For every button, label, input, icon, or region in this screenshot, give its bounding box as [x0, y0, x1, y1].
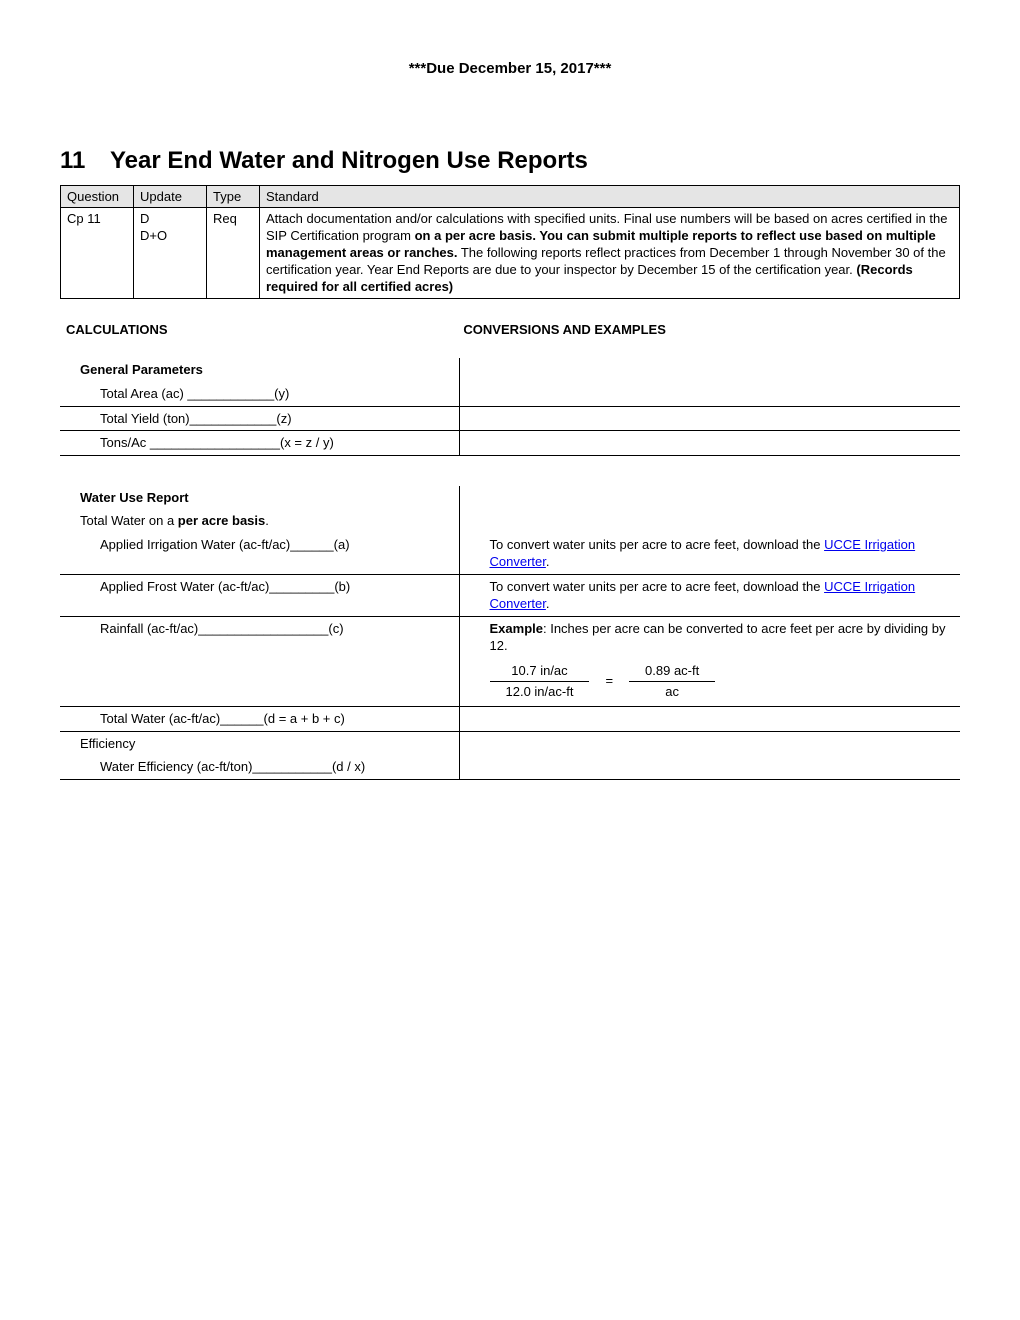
section-number: 11 [60, 147, 110, 175]
header-table-row: Cp 11 D D+O Req Attach documentation and… [61, 208, 960, 299]
header-table: Question Update Type Standard Cp 11 D D+… [60, 185, 960, 299]
calculations-heading: CALCULATIONS [60, 319, 457, 340]
general-heading-row: General Parameters [60, 358, 960, 382]
calc-header-row: CALCULATIONS CONVERSIONS AND EXAMPLES [60, 319, 960, 340]
right-total-area [459, 382, 960, 406]
row-total-area: Total Area (ac) ____________(y) [60, 382, 960, 406]
efficiency-heading-right [459, 731, 960, 755]
water-basis-row: Total Water on a per acre basis. [60, 509, 960, 533]
label-rainfall: Rainfall (ac-ft/ac)__________________(c) [60, 616, 459, 706]
row-total-water: Total Water (ac-ft/ac)______(d = a + b +… [60, 707, 960, 732]
conv-irrigation: To convert water units per acre to acre … [459, 533, 960, 575]
header-table-head: Question Update Type Standard [61, 186, 960, 208]
efficiency-heading-row: Efficiency [60, 731, 960, 755]
frac-num-left: 10.7 in/ac [490, 661, 590, 681]
row-water-efficiency: Water Efficiency (ac-ft/ton)___________(… [60, 755, 960, 779]
label-irrigation: Applied Irrigation Water (ac-ft/ac)_____… [60, 533, 459, 575]
water-basis: Total Water on a per acre basis. [60, 509, 459, 533]
right-total-water [459, 707, 960, 732]
general-heading-right [459, 358, 960, 382]
label-total-water: Total Water (ac-ft/ac)______(d = a + b +… [60, 707, 459, 732]
efficiency-heading: Efficiency [60, 731, 459, 755]
frac-eq: = [589, 661, 629, 701]
basis-bold: per acre basis [178, 513, 265, 528]
col-type: Type [207, 186, 260, 208]
label-tons-ac: Tons/Ac __________________(x = z / y) [60, 431, 459, 456]
general-parameters-table: General Parameters Total Area (ac) _____… [60, 358, 960, 455]
label-frost: Applied Frost Water (ac-ft/ac)_________(… [60, 574, 459, 616]
frac-den-right: ac [629, 681, 715, 701]
row-irrigation: Applied Irrigation Water (ac-ft/ac)_____… [60, 533, 960, 575]
right-water-efficiency [459, 755, 960, 779]
conv-irrigation-post: . [546, 554, 550, 569]
cell-update: D D+O [134, 208, 207, 299]
water-use-table: Water Use Report Total Water on a per ac… [60, 486, 960, 780]
row-frost: Applied Frost Water (ac-ft/ac)_________(… [60, 574, 960, 616]
cell-standard: Attach documentation and/or calculations… [260, 208, 960, 299]
water-heading-right [459, 486, 960, 510]
due-date: ***Due December 15, 2017*** [60, 60, 960, 77]
example-rainfall: Example: Inches per acre can be converte… [459, 616, 960, 706]
col-update: Update [134, 186, 207, 208]
water-basis-right [459, 509, 960, 533]
basis-post: . [265, 513, 269, 528]
frac-num-right: 0.89 ac-ft [629, 661, 715, 681]
row-tons-ac: Tons/Ac __________________(x = z / y) [60, 431, 960, 456]
conversions-heading: CONVERSIONS AND EXAMPLES [457, 319, 960, 340]
conversion-fraction: 10.7 in/ac = 0.89 ac-ft 12.0 in/ac-ft ac [490, 661, 716, 701]
row-total-yield: Total Yield (ton)____________(z) [60, 406, 960, 431]
section-heading: 11 Year End Water and Nitrogen Use Repor… [60, 147, 960, 175]
conv-frost: To convert water units per acre to acre … [459, 574, 960, 616]
basis-pre: Total Water on a [80, 513, 178, 528]
section-title: Year End Water and Nitrogen Use Reports [110, 147, 588, 175]
col-question: Question [61, 186, 134, 208]
cell-type: Req [207, 208, 260, 299]
label-water-efficiency: Water Efficiency (ac-ft/ton)___________(… [60, 755, 459, 779]
water-heading: Water Use Report [60, 486, 459, 510]
example-bold: Example [490, 621, 543, 636]
conv-frost-post: . [546, 596, 550, 611]
example-text: : Inches per acre can be converted to ac… [490, 621, 946, 654]
col-standard: Standard [260, 186, 960, 208]
label-total-area: Total Area (ac) ____________(y) [60, 382, 459, 406]
frac-den-left: 12.0 in/ac-ft [490, 681, 590, 701]
row-rainfall: Rainfall (ac-ft/ac)__________________(c)… [60, 616, 960, 706]
general-heading: General Parameters [60, 358, 459, 382]
cell-question: Cp 11 [61, 208, 134, 299]
conv-irrigation-pre: To convert water units per acre to acre … [490, 537, 825, 552]
label-total-yield: Total Yield (ton)____________(z) [60, 406, 459, 431]
right-total-yield [459, 406, 960, 431]
right-tons-ac [459, 431, 960, 456]
conv-frost-pre: To convert water units per acre to acre … [490, 579, 825, 594]
water-heading-row: Water Use Report [60, 486, 960, 510]
